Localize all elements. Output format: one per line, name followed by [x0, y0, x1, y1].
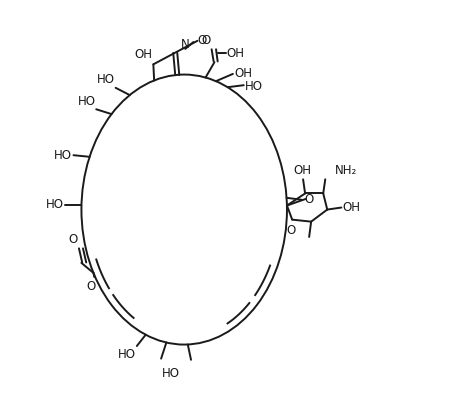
Text: O: O — [304, 193, 313, 206]
Text: HO: HO — [162, 367, 180, 380]
Text: OH: OH — [135, 48, 153, 61]
Text: OH: OH — [293, 164, 311, 177]
Text: N: N — [181, 38, 190, 51]
Text: HO: HO — [118, 348, 136, 361]
Text: OH: OH — [343, 201, 361, 214]
Text: O: O — [201, 34, 211, 47]
Text: HO: HO — [97, 73, 114, 86]
Text: HO: HO — [77, 96, 96, 108]
Text: HO: HO — [46, 198, 64, 211]
Text: OH: OH — [234, 67, 252, 81]
Text: OH: OH — [227, 47, 245, 60]
Text: O: O — [198, 34, 207, 47]
Text: O: O — [287, 224, 296, 237]
Text: O: O — [68, 233, 77, 246]
Text: HO: HO — [245, 80, 263, 93]
Text: NH₂: NH₂ — [335, 164, 357, 177]
Text: HO: HO — [54, 149, 72, 162]
Text: O: O — [87, 280, 96, 293]
